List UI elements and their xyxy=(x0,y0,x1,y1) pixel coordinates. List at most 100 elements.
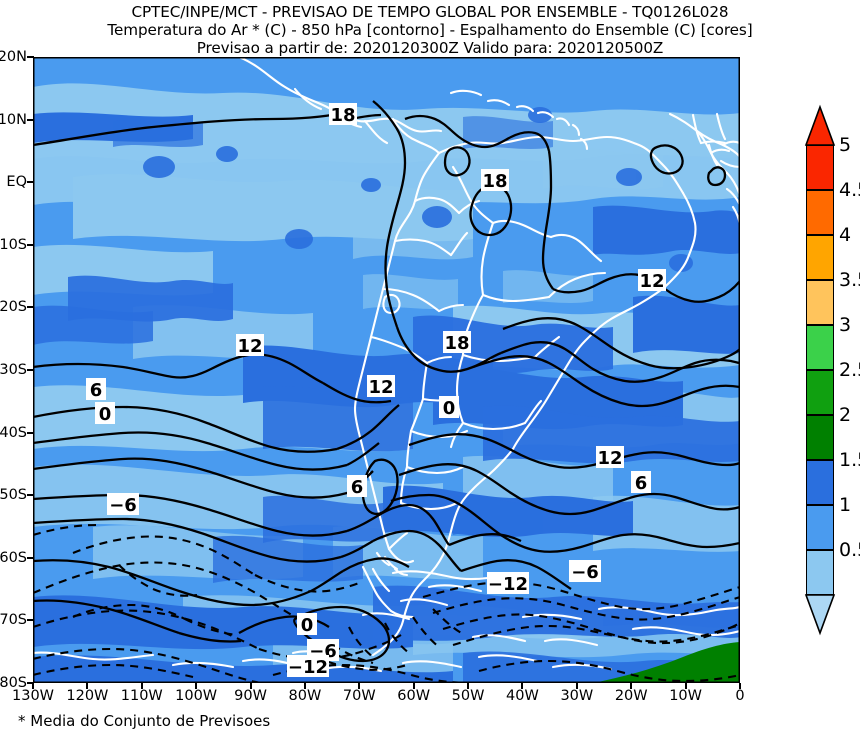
figure-footnote: * Media do Conjunto de Previsoes xyxy=(18,712,271,730)
svg-text:−6: −6 xyxy=(109,495,137,516)
svg-text:6: 6 xyxy=(635,473,648,494)
y-axis-tick-label: 20N xyxy=(0,49,27,65)
svg-text:18: 18 xyxy=(482,171,507,192)
figure-title-block: CPTEC/INPE/MCT - PREVISAO DE TEMPO GLOBA… xyxy=(0,0,860,57)
y-axis-tick-mark xyxy=(27,243,34,246)
contour-label-layer: 18 18 18 12 12 xyxy=(86,103,666,678)
x-axis-tick-label: 120W xyxy=(66,688,109,704)
y-axis-tick-mark xyxy=(27,619,34,622)
x-axis-tick-mark xyxy=(86,683,89,689)
coastline-layer xyxy=(33,57,740,673)
svg-text:0: 0 xyxy=(301,615,314,636)
x-axis-tick-label: 130W xyxy=(11,688,55,704)
svg-text:12: 12 xyxy=(237,336,262,357)
colorbar-tick-label: 4.5 xyxy=(839,179,860,201)
x-axis-tick-mark xyxy=(575,683,578,689)
title-line-3: Previsao a partir de: 2020120300Z Valido… xyxy=(196,39,664,57)
contour-solid-layer xyxy=(33,100,740,663)
title-line-1: CPTEC/INPE/MCT - PREVISAO DE TEMPO GLOBA… xyxy=(131,3,729,21)
x-axis-tick-mark xyxy=(412,683,415,689)
svg-text:6: 6 xyxy=(351,477,364,498)
x-axis-tick-label: 80W xyxy=(288,688,322,704)
y-axis-tick-mark xyxy=(27,556,34,559)
svg-text:12: 12 xyxy=(368,377,393,398)
y-axis-tick-label: 10S xyxy=(0,236,27,253)
svg-text:6: 6 xyxy=(90,380,103,401)
colorbar-band xyxy=(806,505,834,550)
x-axis-tick-mark xyxy=(739,683,741,689)
svg-text:12: 12 xyxy=(639,271,664,292)
y-axis-tick-label: EQ xyxy=(6,174,27,191)
x-axis-tick-mark xyxy=(358,683,361,689)
colorbar-tick-label: 3.5 xyxy=(839,269,860,291)
y-axis-tick-mark xyxy=(27,181,34,184)
x-axis-tick-label: 60W xyxy=(397,688,431,704)
x-axis-tick-label: 30W xyxy=(560,688,594,704)
colorbar-tick-label: 1.5 xyxy=(839,449,860,471)
x-axis-tick-label: 100W xyxy=(175,688,218,704)
y-axis-tick-label: 80S xyxy=(0,675,27,691)
colorbar-tick-label: 2.5 xyxy=(839,359,860,381)
y-axis-tick-mark xyxy=(27,369,34,371)
y-axis-tick-label: 10N xyxy=(0,111,27,128)
svg-text:12: 12 xyxy=(597,448,622,469)
y-axis-tick-label: 40S xyxy=(0,424,27,441)
x-axis-tick-mark xyxy=(140,683,143,689)
title-line-2: Temperatura do Ar * (C) - 850 hPa [conto… xyxy=(107,21,753,39)
colorbar-band xyxy=(806,235,834,280)
colorbar-band xyxy=(806,280,834,325)
y-axis-tick-label: 50S xyxy=(0,487,27,504)
x-axis-tick-label: 40W xyxy=(506,688,539,704)
svg-text:0: 0 xyxy=(443,398,456,419)
y-axis-tick-label: 60S xyxy=(0,549,27,566)
y-axis-tick-mark xyxy=(27,118,34,121)
x-axis-tick-label: 10W xyxy=(669,688,703,704)
colorbar-tick-label: 4 xyxy=(839,224,852,246)
svg-text:−12: −12 xyxy=(488,574,528,595)
y-axis-tick-mark xyxy=(27,682,34,684)
y-axis-tick-mark xyxy=(27,431,34,434)
x-axis-tick-label: 110W xyxy=(120,688,163,704)
colorbar-tick-label: 3 xyxy=(839,314,852,336)
x-axis-tick-mark xyxy=(303,683,306,689)
map-plot-area: 18 18 18 12 12 xyxy=(33,57,740,683)
x-axis-tick-mark xyxy=(630,683,633,689)
y-axis-tick-label: 30S xyxy=(0,362,27,378)
svg-text:0: 0 xyxy=(99,404,112,425)
y-axis-tick-mark xyxy=(27,56,34,58)
colorbar-extend-tips xyxy=(804,104,836,636)
x-axis-tick-mark xyxy=(467,683,470,689)
svg-text:18: 18 xyxy=(330,105,355,126)
x-axis-tick-label: 70W xyxy=(342,688,376,704)
x-axis-tick-mark xyxy=(684,683,687,689)
colorbar-tick-label: 0.5 xyxy=(839,539,860,561)
x-axis-tick-mark xyxy=(249,683,252,689)
svg-text:−12: −12 xyxy=(288,657,328,678)
colorbar-band xyxy=(806,190,834,235)
svg-text:18: 18 xyxy=(444,333,469,354)
colorbar-band xyxy=(806,415,834,460)
x-axis-tick-label: 90W xyxy=(234,688,267,704)
y-axis-tick-label: 70S xyxy=(0,612,27,629)
colorbar: 0.5 1 1.5 2 2.5 3 3.5 4 4.5 5 xyxy=(804,104,860,636)
y-axis-labels: 20N 10N EQ 10S 20S 30S 40S 50S 60S 70S 80S xyxy=(0,49,27,691)
x-axis-tick-mark xyxy=(521,683,524,689)
x-axis-tick-label: 0 xyxy=(735,688,745,704)
colorbar-band xyxy=(806,370,834,415)
colorbar-band xyxy=(806,460,834,505)
colorbar-tick-label: 1 xyxy=(839,494,852,516)
map-canvas: 18 18 18 12 12 xyxy=(33,57,740,683)
x-axis-tick-label: 50W xyxy=(451,688,485,704)
svg-text:−6: −6 xyxy=(571,562,599,583)
x-axis-tick-mark xyxy=(32,683,34,689)
x-axis-labels: 130W 120W 110W 100W 90W 80W 70W 60W 50W 40W 30W 20W… xyxy=(12,688,745,710)
colorbar-tick-label: 5 xyxy=(839,134,852,156)
y-axis-tick-label: 20S xyxy=(0,299,27,316)
colorbar-tick-label: 2 xyxy=(839,404,852,426)
y-axis-tick-mark xyxy=(27,306,34,309)
colorbar-band xyxy=(806,325,834,370)
shaded-spread-layer xyxy=(33,57,740,683)
x-axis-tick-mark xyxy=(195,683,198,689)
x-axis-tick-label: 20W xyxy=(614,688,648,704)
